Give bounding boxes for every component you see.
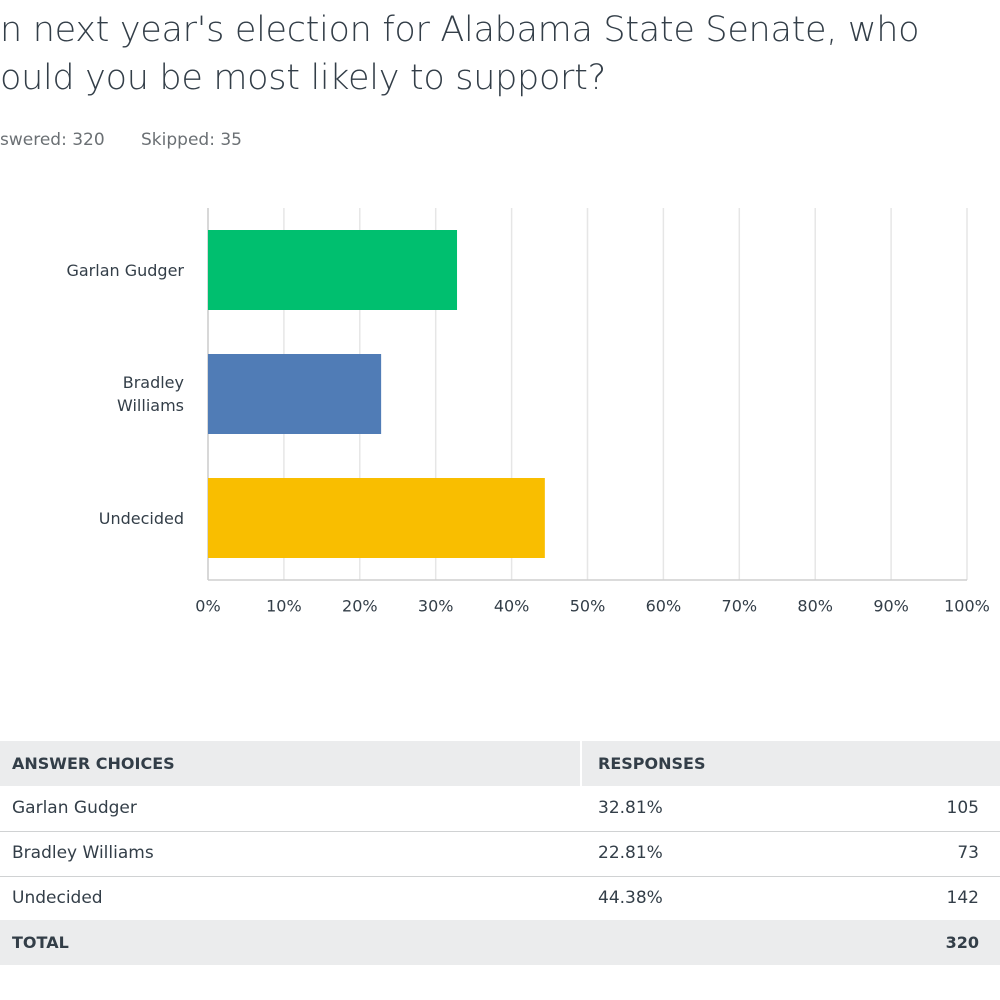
question-title: ould you be most likely to support? <box>0 58 606 98</box>
response-count: 73 <box>957 843 979 863</box>
bar <box>208 478 545 558</box>
x-tick-label: 90% <box>873 597 909 616</box>
x-tick-label: 40% <box>494 597 530 616</box>
x-tick-label: 60% <box>646 597 682 616</box>
answer-choice: Garlan Gudger <box>12 798 137 818</box>
response-percent: 32.81% <box>598 798 663 818</box>
x-tick-label: 30% <box>418 597 454 616</box>
column-divider <box>580 741 582 786</box>
response-percent: 44.38% <box>598 888 663 908</box>
category-label: Bradley Williams <box>117 373 184 415</box>
response-count: 142 <box>946 888 979 908</box>
table-total: TOTAL 320 <box>0 920 1000 965</box>
response-percent: 22.81% <box>598 843 663 863</box>
total-label: TOTAL <box>12 933 69 952</box>
header-cell: RESPONSES <box>598 754 706 773</box>
table-row: Garlan Gudger 32.81% 105 <box>0 786 1000 832</box>
bar <box>208 230 458 310</box>
category-label: Undecided <box>98 508 184 528</box>
table-row: Undecided 44.38% 142 <box>0 876 1000 921</box>
skipped-count: Skipped: 35 <box>141 130 242 150</box>
bar <box>208 354 382 434</box>
x-tick-label: 80% <box>797 597 833 616</box>
x-tick-label: 50% <box>570 597 606 616</box>
answered-count: swered: 320 <box>0 130 105 150</box>
answer-choice: Undecided <box>12 888 103 908</box>
x-tick-label: 0% <box>195 597 220 616</box>
chart: 0% 10% 20% 30% 40% 50% 60% 70% 80% 90% 100% <box>195 208 990 616</box>
header-cell: ANSWER CHOICES <box>12 754 175 773</box>
x-tick-label: 70% <box>722 597 758 616</box>
response-count: 105 <box>946 798 979 818</box>
answer-choice: Bradley Williams <box>12 843 154 863</box>
x-tick-label: 10% <box>266 597 302 616</box>
total-value: 320 <box>945 933 979 952</box>
x-tick-label: 20% <box>342 597 378 616</box>
table-header: ANSWER CHOICES RESPONSES <box>0 741 1000 786</box>
x-tick-label: 100% <box>944 597 990 616</box>
question-title: n next year's election for Alabama State… <box>0 10 920 50</box>
table-row: Bradley Williams 22.81% 73 <box>0 831 1000 877</box>
category-label: Garlan Gudger <box>66 260 184 280</box>
